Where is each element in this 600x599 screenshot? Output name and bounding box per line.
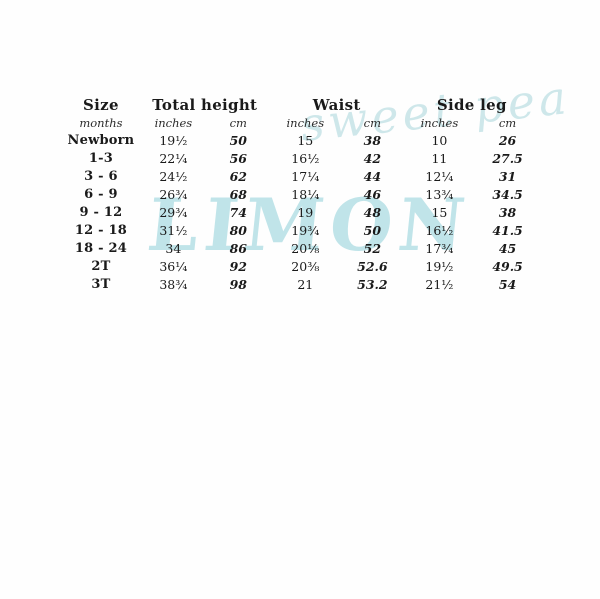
cell-total-height-inches: 34: [165, 241, 182, 256]
cell-side-leg-cm: 41.5: [492, 223, 523, 238]
cell-waist-inches: 17¼: [291, 169, 320, 184]
unit-header-waist-inches: inches: [286, 116, 325, 130]
table-row: 2T 36¼ 92 20⅜ 52.6 19½ 49.5: [62, 258, 540, 276]
cell-side-leg-cm: 49.5: [492, 259, 523, 274]
cell-total-height-inches: 19½: [159, 133, 188, 148]
cell-side-leg-inches: 10: [431, 133, 448, 148]
cell-size: 2T: [91, 259, 111, 274]
cell-total-height-inches: 24½: [159, 169, 188, 184]
cell-side-leg-inches: 11: [431, 151, 448, 166]
cell-side-leg-cm: 54: [498, 277, 517, 292]
table-row: 12 - 18 31½ 80 19¾ 50 16½ 41.5: [62, 222, 540, 240]
cell-size: 9 - 12: [79, 205, 123, 220]
cell-total-height-cm: 68: [229, 187, 247, 202]
cell-side-leg-inches: 15: [431, 205, 448, 220]
cell-waist-cm: 44: [363, 169, 382, 184]
cell-waist-inches: 16½: [291, 151, 320, 166]
cell-waist-cm: 52: [363, 241, 382, 256]
cell-total-height-cm: 80: [229, 223, 247, 238]
table-row: 18 - 24 34 86 20⅛ 52 17¾ 45: [62, 240, 540, 258]
cell-side-leg-cm: 27.5: [492, 151, 523, 166]
cell-total-height-cm: 56: [229, 151, 247, 166]
cell-side-leg-cm: 26: [498, 133, 517, 148]
cell-total-height-cm: 62: [229, 169, 247, 184]
group-header-waist: Waist: [312, 96, 361, 114]
cell-size: Newborn: [67, 133, 135, 148]
unit-header-sideleg-inches: inches: [420, 116, 459, 130]
cell-size: 6 - 9: [84, 187, 118, 202]
cell-side-leg-inches: 13¾: [425, 187, 454, 202]
cell-waist-inches: 18¼: [291, 187, 320, 202]
cell-waist-inches: 19¾: [291, 223, 320, 238]
cell-size: 3 - 6: [84, 169, 118, 184]
unit-header-height-cm: cm: [229, 116, 247, 130]
cell-total-height-inches: 31½: [159, 223, 188, 238]
cell-total-height-inches: 36¼: [159, 259, 188, 274]
cell-side-leg-inches: 19½: [425, 259, 454, 274]
cell-waist-cm: 42: [363, 151, 382, 166]
cell-side-leg-inches: 12¼: [425, 169, 454, 184]
cell-side-leg-cm: 31: [498, 169, 517, 184]
cell-total-height-inches: 22¼: [159, 151, 188, 166]
cell-size: 18 - 24: [74, 241, 127, 256]
unit-header-height-inches: inches: [154, 116, 193, 130]
cell-total-height-inches: 29¾: [159, 205, 188, 220]
group-header-total-height: Total height: [152, 96, 258, 114]
cell-waist-inches: 20⅜: [291, 259, 320, 274]
table-row: 6 - 9 26¾ 68 18¼ 46 13¾ 34.5: [62, 186, 540, 204]
cell-side-leg-inches: 16½: [425, 223, 454, 238]
cell-size: 12 - 18: [74, 223, 127, 238]
size-chart-table: Size Total height Waist Side leg months …: [62, 96, 540, 294]
cell-waist-cm: 53.2: [357, 277, 388, 292]
cell-waist-cm: 50: [363, 223, 382, 238]
cell-side-leg-cm: 34.5: [492, 187, 523, 202]
cell-size: 1-3: [88, 151, 113, 166]
cell-waist-inches: 21: [297, 277, 314, 292]
cell-total-height-cm: 86: [229, 241, 247, 256]
table-row: 1-3 22¼ 56 16½ 42 11 27.5: [62, 150, 540, 168]
table-row: 3T 38¾ 98 21 53.2 21½ 54: [62, 276, 540, 294]
size-chart-body: Newborn 19½ 50 15 38 10 26 1-3 22¼ 56 16½ 42 11 27.5 3…: [62, 132, 540, 294]
cell-waist-inches: 20⅛: [291, 241, 320, 256]
table-row: 3 - 6 24½ 62 17¼ 44 12¼ 31: [62, 168, 540, 186]
cell-total-height-cm: 98: [229, 277, 247, 292]
cell-waist-inches: 19: [297, 205, 314, 220]
cell-waist-cm: 38: [363, 133, 382, 148]
cell-side-leg-inches: 17¾: [425, 241, 454, 256]
unit-header-row: months inches cm inches cm inches cm: [62, 114, 540, 132]
cell-total-height-cm: 92: [229, 259, 247, 274]
unit-header-months: months: [79, 116, 123, 130]
group-header-row: Size Total height Waist Side leg: [62, 96, 540, 114]
group-header-side-leg: Side leg: [436, 96, 507, 114]
cell-total-height-inches: 26¾: [159, 187, 188, 202]
unit-header-waist-cm: cm: [363, 116, 382, 130]
table-row: 9 - 12 29¾ 74 19 48 15 38: [62, 204, 540, 222]
table-row: Newborn 19½ 50 15 38 10 26: [62, 132, 540, 150]
cell-total-height-cm: 50: [229, 133, 247, 148]
cell-waist-cm: 48: [363, 205, 382, 220]
cell-total-height-cm: 74: [229, 205, 247, 220]
cell-size: 3T: [91, 277, 111, 292]
group-header-size: Size: [83, 96, 119, 114]
cell-waist-inches: 15: [297, 133, 314, 148]
unit-header-sideleg-cm: cm: [498, 116, 517, 130]
cell-waist-cm: 52.6: [357, 259, 388, 274]
cell-total-height-inches: 38¾: [159, 277, 188, 292]
cell-waist-cm: 46: [363, 187, 382, 202]
cell-side-leg-cm: 38: [498, 205, 517, 220]
cell-side-leg-inches: 21½: [425, 277, 454, 292]
cell-side-leg-cm: 45: [498, 241, 517, 256]
